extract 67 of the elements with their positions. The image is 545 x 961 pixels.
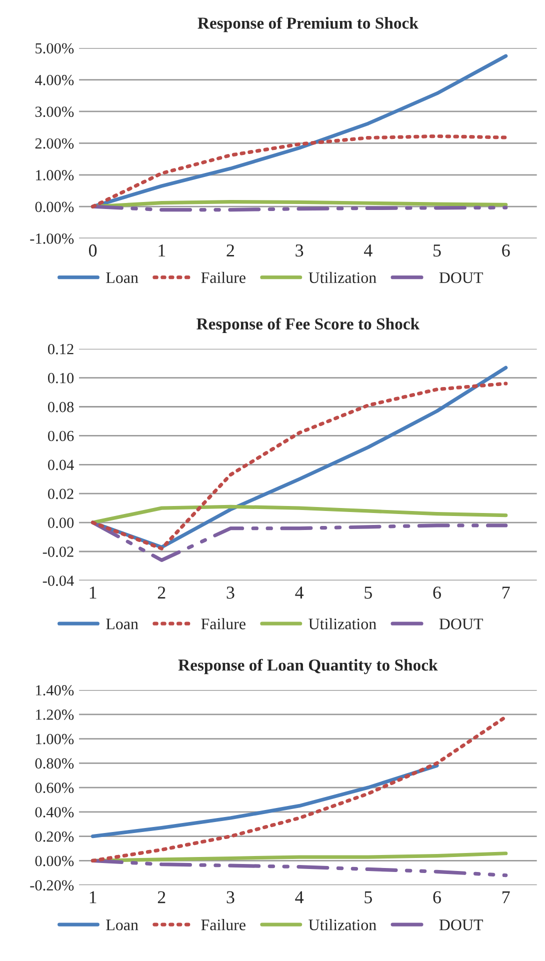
x-tick-label: 7 <box>502 891 510 904</box>
legend-label: DOUT <box>439 272 483 284</box>
y-tick-label: 0.02 <box>48 488 74 500</box>
x-tick-label: 2 <box>226 244 234 256</box>
x-tick-label: 4 <box>295 891 304 904</box>
x-tick-label: 1 <box>90 891 96 904</box>
x-tick-label: 3 <box>226 891 234 904</box>
y-tick-label: 0.08 <box>48 402 74 412</box>
x-tick-label: 2 <box>158 586 166 599</box>
x-tick-label: 2 <box>158 891 166 904</box>
y-tick-label: 0.12 <box>48 344 74 354</box>
x-tick-label: 3 <box>296 244 304 257</box>
legend-label: Loan <box>106 618 138 630</box>
line-series <box>90 858 508 878</box>
line-series <box>90 504 508 524</box>
legend-label: Utilization <box>308 618 376 630</box>
legend-label: Failure <box>201 272 246 284</box>
legend-label: Loan <box>106 920 138 930</box>
x-tick-label: 7 <box>502 586 510 599</box>
x-tick-label: 6 <box>502 244 510 257</box>
chart-title: Response of Premium to Shock <box>198 16 418 32</box>
y-tick-label: 0.60% <box>35 782 74 794</box>
x-tick-label: 5 <box>364 586 372 599</box>
y-tick-label: 0.06 <box>48 430 74 442</box>
y-tick-label: 2.00% <box>35 138 74 149</box>
y-tick-label: 0.40% <box>35 807 74 818</box>
legend-label: DOUT <box>439 920 483 930</box>
y-tick-label: 4.00% <box>35 74 74 86</box>
y-tick-label: 0.20% <box>35 831 74 842</box>
y-tick-label: 1.00% <box>36 170 74 180</box>
y-tick-label: 1.20% <box>36 710 74 720</box>
y-tick-label: -1.00% <box>30 233 74 244</box>
y-tick-label: 0.04 <box>48 460 74 470</box>
chart-title: Response of Loan Quantity to Shock <box>178 658 438 674</box>
y-tick-label: 0.10 <box>48 372 74 384</box>
legend-label: Failure <box>201 618 246 630</box>
x-tick-label: 5 <box>434 244 441 257</box>
chart-title: Response of Fee Score to Shock <box>196 318 420 333</box>
x-tick-label: 6 <box>433 891 441 904</box>
y-tick-label: -0.20% <box>30 880 74 891</box>
y-tick-label: 1.40% <box>36 685 74 696</box>
y-tick-label: 0.00 <box>48 518 74 528</box>
x-tick-label: 0 <box>88 244 97 257</box>
legend-label: Loan <box>106 272 138 284</box>
line-series <box>90 764 439 838</box>
x-tick-label: 4 <box>364 244 372 256</box>
legend-label: Utilization <box>308 272 376 284</box>
y-tick-label: -0.02 <box>42 546 74 558</box>
line-series <box>90 520 508 562</box>
y-tick-label: 1.00% <box>36 734 74 744</box>
x-tick-label: 5 <box>364 891 372 904</box>
y-tick-label: 3.00% <box>35 106 74 117</box>
x-tick-label: 1 <box>90 586 96 599</box>
line-series <box>90 134 508 208</box>
x-tick-label: 6 <box>433 586 441 599</box>
x-tick-label: 4 <box>295 586 304 599</box>
y-tick-label: 5.00% <box>36 43 74 54</box>
y-tick-label: -0.04 <box>42 576 74 586</box>
x-tick-label: 1 <box>158 244 166 256</box>
legend-label: Utilization <box>308 919 376 930</box>
legend-label: DOUT <box>439 618 483 630</box>
y-tick-label: 0.00% <box>35 202 74 212</box>
line-series <box>90 715 508 862</box>
x-tick-label: 3 <box>226 586 234 599</box>
y-tick-label: 0.00% <box>35 856 74 866</box>
y-tick-label: 0.80% <box>35 758 74 769</box>
legend-label: Failure <box>201 919 246 930</box>
